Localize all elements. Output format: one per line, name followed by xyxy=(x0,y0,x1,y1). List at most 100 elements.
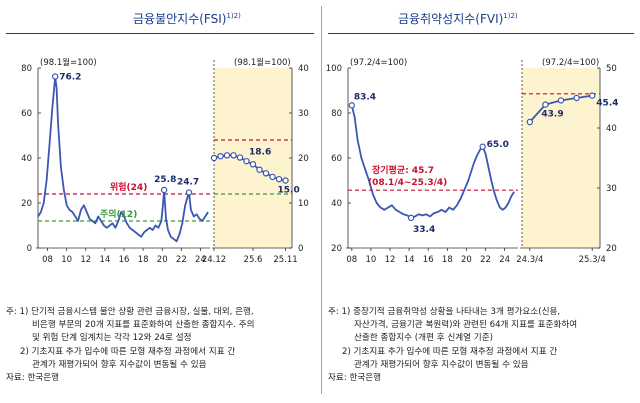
y-tick-label: 20 xyxy=(606,244,617,254)
axis-unit-note: (98.1월=100) xyxy=(40,57,97,68)
x-tick-label: 12 xyxy=(80,255,91,265)
data-label: 83.4 xyxy=(354,92,376,102)
fvi-note-line: 주: 1) 중장기적 금융취약성 상황을 나타내는 3개 평가요소(신용, xyxy=(328,307,561,317)
data-label: 43.9 xyxy=(541,110,563,120)
fvi-notes: 주: 1) 중장기적 금융취약성 상황을 나타내는 3개 평가요소(신용, 자산… xyxy=(328,306,640,385)
fsi-title-sup: 1)2) xyxy=(226,12,241,20)
x-tick-label: 20 xyxy=(157,255,168,265)
data-point xyxy=(479,143,486,150)
x-tick-label: 14 xyxy=(404,255,415,265)
x-tick-label: 14 xyxy=(99,255,110,265)
fvi-chart-title: 금융취약성지수(FVI)1)2) xyxy=(398,10,518,27)
data-label: 76.2 xyxy=(59,73,81,83)
data-point xyxy=(160,186,168,194)
series-line xyxy=(37,75,209,243)
x-tick-label: 10 xyxy=(366,255,377,265)
x-tick-label: 18 xyxy=(138,255,149,265)
x-tick-label: 25.3/4 xyxy=(579,255,606,265)
fsi-chart-title: 금융불안지수(FSI)1)2) xyxy=(133,10,241,27)
axis-unit-note: (98.1월=100) xyxy=(234,57,291,68)
y-tick-label: 40 xyxy=(331,199,342,209)
fvi-note-line: 산출한 종합지수 (개편 후 신계열 기준) xyxy=(354,333,493,344)
x-tick-label: 08 xyxy=(42,255,53,265)
x-tick-label: 20 xyxy=(461,255,472,265)
threshold-label-caution: 주의(12) xyxy=(100,208,137,220)
y-tick-label: 80 xyxy=(21,64,32,74)
y-tick-label: 30 xyxy=(606,184,617,194)
x-tick-label: 24 xyxy=(499,255,510,265)
data-point xyxy=(249,161,257,168)
data-point xyxy=(573,94,580,102)
y-tick-label: 20 xyxy=(298,154,309,164)
data-point xyxy=(557,97,565,104)
fsi-source: 자료: 한국은행 xyxy=(6,373,60,384)
x-tick-label: 24.12 xyxy=(202,255,226,265)
y-tick-label: 80 xyxy=(331,109,342,119)
y-tick-label: 40 xyxy=(298,64,309,74)
y-tick-label: 0 xyxy=(298,244,303,254)
threshold-label-average: 장기평균: 45.7 xyxy=(372,164,434,176)
fsi-note-line: 비은행 부문의 20개 지표를 표준화하여 산출한 종합지수. 주의 xyxy=(32,320,255,331)
axis-unit-note: (97.2/4=100) xyxy=(350,58,407,68)
data-point xyxy=(262,170,270,177)
y-tick-label: 10 xyxy=(298,199,309,209)
data-point xyxy=(407,214,415,222)
data-point xyxy=(275,175,283,183)
y-tick-label: 40 xyxy=(606,124,617,134)
data-label: 25.8 xyxy=(154,175,176,185)
x-tick-label: 16 xyxy=(119,255,130,265)
threshold-label-danger: 위험(24) xyxy=(110,181,147,193)
data-label: 15.0 xyxy=(278,186,300,196)
fvi-chart: 20 40 60 80 100 08 10 12 14 16 18 20 22 24 (97.2/4=100… xyxy=(326,58,619,265)
data-point xyxy=(589,92,596,99)
y-tick-label: 100 xyxy=(326,64,342,74)
fvi-title-sup: 1)2) xyxy=(503,12,518,20)
fsi-chart: 0 20 40 60 80 08 10 12 14 16 18 20 22 24 (98.1월=100) 0 1… xyxy=(21,57,309,265)
y-tick-label: 40 xyxy=(21,154,32,164)
fvi-source: 자료: 한국은행 xyxy=(328,373,382,384)
data-point xyxy=(210,154,218,162)
data-point xyxy=(52,73,59,80)
data-point xyxy=(256,166,263,173)
x-tick-label: 24 xyxy=(195,255,206,265)
fsi-note-line: 관계가 재평가되어 향후 지수값이 변동될 수 있음 xyxy=(32,359,207,370)
data-label: 45.4 xyxy=(596,99,618,109)
data-point xyxy=(217,152,224,160)
data-label: 18.6 xyxy=(249,147,271,157)
fsi-title-rule xyxy=(6,33,314,34)
x-tick-label: 10 xyxy=(61,255,72,265)
axis-unit-note: (97.2/4=100) xyxy=(542,58,599,68)
fvi-note-line: 관계가 재평가되어 향후 지수값이 변동될 수 있음 xyxy=(354,359,529,370)
fvi-title-rule xyxy=(328,33,634,34)
fsi-note-line: 주: 1) 단기적 금융시스템 불안 상황 관련 금융시장, 실물, 대외, 은… xyxy=(6,307,254,317)
y-tick-label: 20 xyxy=(21,199,32,209)
data-point xyxy=(269,173,276,181)
data-point xyxy=(348,102,356,109)
data-point xyxy=(185,189,193,196)
y-tick-label: 20 xyxy=(331,244,342,254)
zoom-shade-area xyxy=(522,68,600,248)
x-tick-label: 22 xyxy=(480,255,491,265)
x-tick-label: 22 xyxy=(176,255,187,265)
y-tick-label: 0 xyxy=(27,244,32,254)
x-tick-label: 16 xyxy=(423,255,434,265)
data-point xyxy=(526,118,533,126)
data-label: 65.0 xyxy=(487,140,509,150)
data-point xyxy=(230,152,237,159)
y-tick-label: 60 xyxy=(21,109,32,119)
x-tick-label: 24.3/4 xyxy=(516,255,543,265)
data-label: 33.4 xyxy=(413,225,435,235)
y-tick-label: 50 xyxy=(606,64,617,74)
data-label: 24.7 xyxy=(177,177,199,187)
data-point xyxy=(243,157,250,165)
x-tick-label: 18 xyxy=(442,255,453,265)
data-point xyxy=(223,152,231,159)
x-tick-label: 08 xyxy=(346,255,357,265)
fvi-note-line: 2) 기초지표 추가 입수에 따른 모형 재추정 과정에서 지표 간 xyxy=(342,346,558,357)
x-tick-label: 25.6 xyxy=(244,255,263,265)
data-point xyxy=(542,101,549,108)
data-point xyxy=(236,154,244,161)
fvi-title-text: 금융취약성지수(FVI) xyxy=(398,12,504,26)
threshold-label-period: (08.1/4~25.3/4) xyxy=(368,178,447,188)
fsi-notes: 주: 1) 단기적 금융시스템 불안 상황 관련 금융시장, 실물, 대외, 은… xyxy=(6,306,318,385)
